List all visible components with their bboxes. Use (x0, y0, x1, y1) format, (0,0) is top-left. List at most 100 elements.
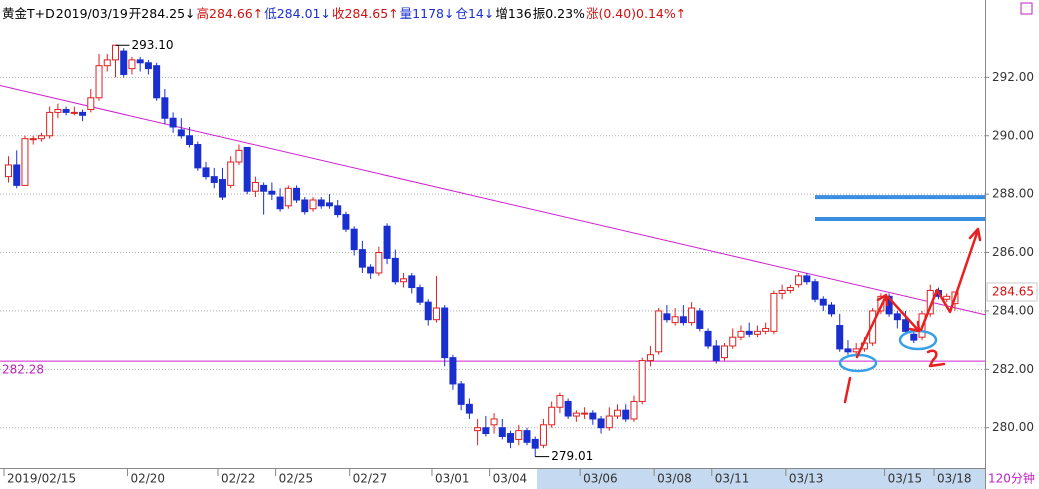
candle-body (753, 330, 761, 335)
candle-body (646, 354, 654, 362)
arrow-down-1 (886, 295, 921, 333)
candle-body (251, 181, 259, 192)
candle-body (153, 65, 161, 99)
hand-mark-2 (926, 349, 946, 368)
candle-body (638, 360, 646, 402)
candle-body (194, 144, 202, 169)
candle-body (391, 257, 399, 283)
candle-body (309, 199, 317, 210)
header-item: 涨(0.40)0.14%↑ (585, 6, 687, 21)
y-tick-label: 282.00 (992, 362, 1034, 376)
candle-body (432, 307, 440, 321)
candle-body (128, 59, 136, 70)
last-price-label: 284.65 (992, 284, 1034, 298)
candle-body (103, 59, 111, 67)
x-tick-label: 02/27 (353, 472, 388, 486)
candle-body (325, 202, 333, 207)
candle-body (268, 190, 276, 195)
x-tick-label: 02/20 (130, 472, 165, 486)
candle-body (828, 304, 835, 315)
candle-body (902, 319, 910, 332)
candle-body (408, 275, 416, 289)
candle-body (276, 196, 284, 210)
candle-body (243, 146, 251, 192)
candle-body (729, 336, 737, 347)
candle-body (169, 117, 177, 128)
y-tick-label: 284.00 (992, 303, 1034, 317)
candle-body (70, 111, 78, 114)
x-tick-label: 03/01 (435, 472, 470, 486)
candle-body (210, 176, 218, 183)
candle-body (29, 138, 37, 141)
candle-body (284, 187, 292, 207)
x-tick-label: 03/06 (583, 472, 618, 486)
candle-body (218, 179, 226, 198)
candle-body (836, 325, 844, 350)
candle-body (597, 418, 605, 429)
extreme-label: 293.10 (131, 38, 173, 52)
candle-body (474, 427, 482, 432)
candle-body (581, 412, 589, 415)
quote-header: 黄金T+D2019/03/19开284.25↓高284.66↑低284.01↓收… (2, 3, 687, 22)
candle-body (62, 108, 70, 113)
candle-body (227, 161, 235, 186)
candle-body (95, 65, 103, 99)
candle-body (400, 278, 408, 283)
candle-body (605, 415, 613, 429)
candle-body (375, 252, 383, 274)
y-tick-label: 288.00 (992, 187, 1034, 201)
candle-body (819, 298, 827, 306)
candle-body (786, 287, 794, 291)
candle-body (301, 199, 309, 213)
candle-body (622, 409, 630, 420)
candle-body (696, 310, 704, 329)
candle-body (737, 330, 745, 338)
unit-label: 120分钟 (988, 471, 1035, 486)
candle-body (202, 167, 210, 178)
last-price-box (986, 282, 1038, 302)
candle-body (144, 62, 152, 70)
y-tick-label: 290.00 (992, 128, 1034, 142)
candle-body (293, 187, 301, 201)
candle-body (46, 111, 54, 137)
candle-body (844, 348, 852, 353)
candle-body (21, 138, 29, 186)
candle-body (5, 164, 12, 178)
candle-body (548, 406, 556, 426)
candle-body (556, 395, 564, 408)
y-tick-label: 292.00 (992, 70, 1034, 84)
candle-body (572, 412, 580, 417)
candle-body (260, 184, 268, 192)
candle-body (655, 310, 663, 353)
y-tick-label: 286.00 (992, 245, 1034, 259)
corner-icon[interactable] (1020, 2, 1033, 15)
candle-body (87, 97, 95, 110)
candle-body (630, 400, 638, 420)
candle-body (539, 424, 547, 446)
candle-body (37, 135, 45, 140)
x-tick-label: 03/11 (715, 472, 750, 486)
candle-body (317, 199, 325, 207)
x-tick-label: 03/08 (657, 472, 692, 486)
header-item: 低284.01↓ (264, 6, 331, 21)
candle-body (136, 59, 144, 64)
candle-body (778, 289, 786, 294)
candle-body (54, 108, 62, 113)
header-item: 振0.23% (532, 6, 585, 21)
candle-body (490, 418, 498, 426)
candle-body (498, 427, 506, 437)
candle-body (507, 433, 515, 443)
candle-body (161, 97, 169, 119)
x-tick-label: 02/22 (221, 472, 256, 486)
candle-body (564, 400, 572, 417)
candle-body (79, 111, 87, 116)
candle-body (13, 164, 21, 186)
candle-body (589, 412, 597, 420)
level-label: 282.28 (2, 363, 44, 377)
y-tick-label: 280.00 (992, 420, 1034, 434)
candle-body (441, 307, 449, 359)
x-tick-label: 02/25 (279, 472, 314, 486)
candle-body (186, 135, 194, 146)
arrow-up-1 (855, 293, 889, 359)
